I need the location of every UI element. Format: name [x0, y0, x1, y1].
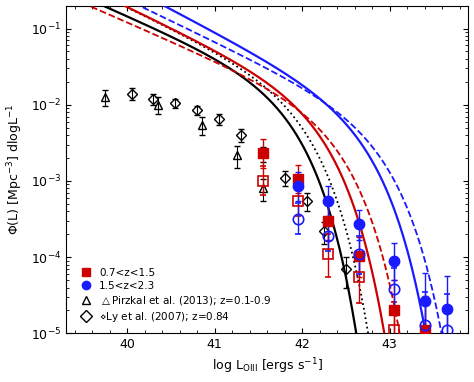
X-axis label: log L$_{\rm OIII}$ [ergs s$^{-1}$]: log L$_{\rm OIII}$ [ergs s$^{-1}$] [212, 357, 323, 376]
Y-axis label: $\Phi$(L) [Mpc$^{-3}$] dlogL$^{-1}$: $\Phi$(L) [Mpc$^{-3}$] dlogL$^{-1}$ [6, 104, 25, 235]
Legend: 0.7<z<1.5, 1.5<z<2.3, $\triangle$Pirzkal et al. (2013); z=0.1-0.9, $\diamond$Ly : 0.7<z<1.5, 1.5<z<2.3, $\triangle$Pirzkal… [71, 264, 276, 328]
